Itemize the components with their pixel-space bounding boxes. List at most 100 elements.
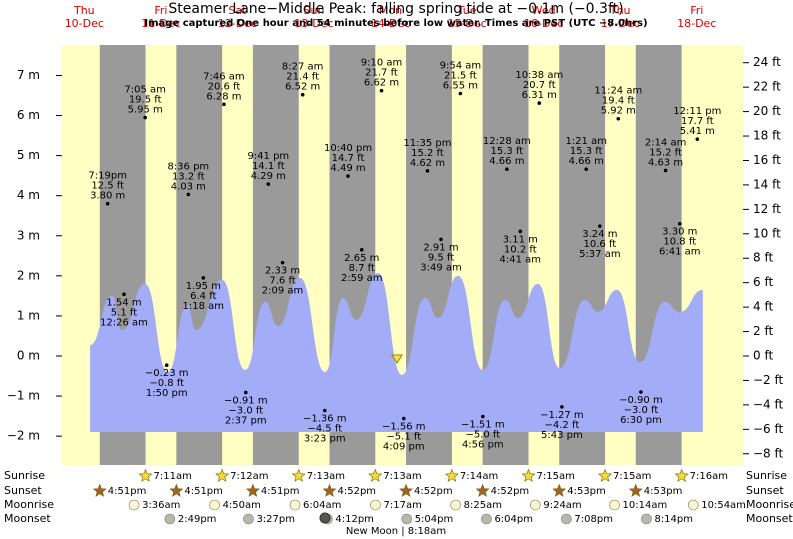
tide-label: 4.62 m	[410, 158, 445, 169]
tide-label: 4.29 m	[251, 171, 286, 182]
moonset-time: 7:08pm	[574, 514, 613, 525]
tide-point	[616, 116, 621, 121]
sunset-time: 4:52pm	[414, 486, 453, 497]
tide-label: 1.95 m	[186, 281, 221, 292]
row-label: Sunrise	[4, 469, 45, 482]
tide-label: 2.65 m	[344, 253, 379, 264]
tide-point	[164, 363, 169, 368]
y-tick-label: 6 m	[17, 108, 40, 122]
chart-subtitle: Image captured One hour and 54 minutes b…	[144, 18, 647, 29]
moonrise-time: 10:54am	[701, 500, 746, 511]
tide-label: 5:37 am	[579, 249, 621, 260]
y2-tick-label: 0 ft	[753, 348, 773, 362]
tide-label: 9.5 ft	[428, 252, 454, 263]
sunrise-icon	[291, 468, 306, 482]
moonrise-time: 3:36am	[142, 500, 180, 511]
y-tick-label: 5 m	[17, 148, 40, 162]
y2-tick-label: 6 ft	[753, 275, 773, 289]
tide-label: −3.0 ft	[228, 405, 263, 416]
tide-label: 21.4 ft	[286, 72, 319, 83]
tide-label: 1:18 am	[183, 301, 225, 312]
tide-point	[663, 168, 668, 173]
row-label: Sunset	[746, 484, 784, 497]
tide-label: 5.41 m	[680, 126, 715, 137]
sunset-time: 4:53pm	[644, 486, 683, 497]
tide-label: −3.0 ft	[624, 405, 659, 416]
moonrise-time: 8:25am	[464, 500, 502, 511]
tide-label: 4:09 pm	[383, 442, 425, 453]
sunset-icon	[322, 483, 337, 497]
tide-label: −5.1 ft	[386, 432, 421, 443]
weekday-label: Sun	[304, 4, 325, 17]
tide-label: −4.5 ft	[307, 423, 342, 434]
tide-label: 6.31 m	[522, 90, 557, 101]
tide-label: 20.7 ft	[523, 80, 556, 91]
sunrise-icon	[444, 468, 459, 482]
tide-label: 6.28 m	[206, 91, 241, 102]
tide-label: −0.90 m	[619, 395, 663, 406]
tide-point	[222, 102, 226, 107]
moonrise-time: 6:04am	[303, 500, 341, 511]
date-label: 12-Dec	[218, 17, 257, 30]
sunrise-icon	[368, 468, 383, 482]
tide-label: 2:09 am	[262, 286, 304, 297]
tide-label: 7:46 am	[203, 71, 245, 82]
tide-label: 9:41 pm	[247, 151, 289, 162]
chart-layer: Thu10-DecFri11-DecSat12-DecSun13-DecMon1…	[4, 4, 793, 525]
tide-point	[518, 229, 523, 234]
y-tick-label: 2 m	[17, 268, 40, 282]
tide-label: −1.51 m	[461, 420, 505, 431]
tide-label: 13.2 ft	[172, 171, 205, 182]
tide-label: 11:24 am	[594, 86, 642, 97]
weekday-label: Fri	[690, 4, 703, 17]
tide-label: 15.2 ft	[411, 148, 444, 159]
sunrise-time: 7:16am	[690, 471, 728, 482]
tide-point	[425, 169, 430, 173]
date-label: 10-Dec	[65, 17, 104, 30]
row-label: Sunrise	[746, 469, 787, 482]
moonrise-icon	[530, 499, 541, 511]
tide-label: 3:23 pm	[304, 433, 346, 444]
tide-label: 6:30 pm	[620, 415, 662, 426]
tide-point	[322, 408, 327, 413]
moonset-icon	[401, 513, 412, 525]
tide-label: 21.7 ft	[365, 68, 398, 79]
tide-point	[481, 414, 485, 419]
y2-tick-label: 16 ft	[753, 153, 781, 167]
tide-point	[122, 292, 126, 297]
moonset-time: 3:27pm	[256, 514, 295, 525]
sunrise-icon	[215, 468, 230, 482]
moonset-time: 4:12pm	[335, 514, 374, 525]
tide-label: 8.7 ft	[349, 263, 375, 274]
tide-label: 6.55 m	[443, 80, 478, 91]
tide-point	[266, 182, 271, 186]
tide-label: 6.52 m	[285, 82, 320, 93]
y2-tick-label: −4 ft	[753, 397, 784, 411]
tide-point	[639, 390, 643, 394]
tide-label: 19.4 ft	[602, 96, 635, 107]
y2-tick-label: −8 ft	[753, 446, 784, 460]
tide-label: 21.5 ft	[444, 70, 477, 81]
tide-label: 14.7 ft	[332, 153, 365, 164]
row-label: Moonset	[4, 512, 51, 525]
tide-label: 1:50 pm	[146, 388, 188, 399]
tide-label: 5.92 m	[601, 106, 636, 117]
tide-label: 3.11 m	[503, 234, 538, 245]
date-label: 14-Dec	[371, 17, 410, 30]
moonset-time: 6:04pm	[494, 514, 533, 525]
tide-label: −1.56 m	[382, 422, 426, 433]
date-label: 17-Dec	[601, 17, 640, 30]
y-tick-label: −2 m	[7, 429, 40, 443]
tide-label: 4.66 m	[569, 156, 604, 167]
date-label: 18-Dec	[677, 17, 716, 30]
tide-point	[280, 260, 285, 265]
tide-label: 10:38 am	[515, 70, 563, 81]
sunset-icon	[92, 483, 107, 497]
tide-label: 12.5 ft	[91, 181, 124, 192]
sunrise-time: 7:12am	[230, 471, 268, 482]
moonrise-icon	[609, 499, 620, 511]
tide-label: 4.66 m	[489, 156, 524, 167]
y2-tick-label: 20 ft	[753, 104, 781, 118]
tide-label: −0.8 ft	[149, 378, 184, 389]
moon-phase: New Moon | 8:18am	[346, 526, 446, 537]
